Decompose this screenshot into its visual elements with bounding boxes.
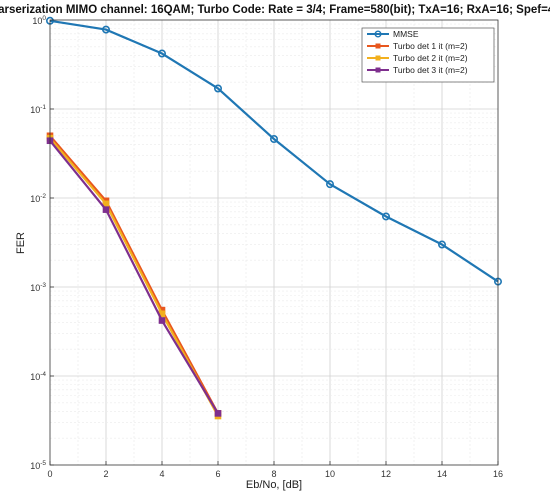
legend-label: Turbo det 1 it (m=2) (393, 41, 468, 51)
data-point (437, 240, 446, 249)
legend: MMSE Turbo det 1 it (m=2) Turbo det 2 it (… (361, 27, 495, 83)
data-point (214, 410, 222, 417)
data-point (158, 49, 167, 58)
legend-swatch-marker (375, 55, 381, 61)
series-line (49, 19, 499, 283)
axis-ticks: 0 2 4 6 8 10 12 14 16 10-5 10-4 10-3 10-2 10-1 100 (30, 15, 503, 479)
y-tick-label: 10-4 (30, 371, 46, 382)
y-tick-label: 10-2 (30, 193, 46, 204)
x-tick-label: 16 (493, 469, 503, 479)
legend-label: Turbo det 3 it (m=2) (393, 65, 468, 75)
legend-label: Turbo det 2 it (m=2) (393, 53, 468, 63)
legend-swatch-marker (375, 43, 381, 49)
x-tick-label: 10 (325, 469, 335, 479)
data-point (325, 180, 334, 189)
x-tick-label: 8 (271, 469, 276, 479)
series-line (49, 140, 219, 414)
legend-swatch-marker (374, 30, 382, 38)
x-tick-label: 2 (103, 469, 108, 479)
x-tick-label: 4 (159, 469, 164, 479)
x-tick-label: 12 (381, 469, 391, 479)
data-point (214, 84, 223, 93)
x-tick-label: 0 (47, 469, 52, 479)
y-axis-label: FER (15, 232, 27, 254)
data-point (102, 25, 111, 34)
x-tick-label: 6 (215, 469, 220, 479)
x-tick-label: 14 (437, 469, 447, 479)
y-tick-label: 100 (32, 15, 46, 26)
legend-box (361, 27, 495, 83)
data-point (102, 206, 110, 213)
data-point (381, 212, 390, 221)
data-point (269, 135, 278, 144)
legend-label: MMSE (393, 29, 419, 39)
legend-swatch-marker (375, 67, 381, 73)
y-tick-label: 10-5 (30, 460, 46, 471)
chart-title: Sparserization MIMO channel: 16QAM; Turb… (0, 4, 550, 16)
data-point (158, 317, 166, 324)
series-line (49, 135, 219, 414)
plot-frame (49, 19, 499, 466)
x-axis-label: Eb/No, [dB] (246, 479, 302, 491)
y-tick-label: 10-1 (30, 104, 46, 115)
y-tick-label: 10-3 (30, 282, 46, 293)
